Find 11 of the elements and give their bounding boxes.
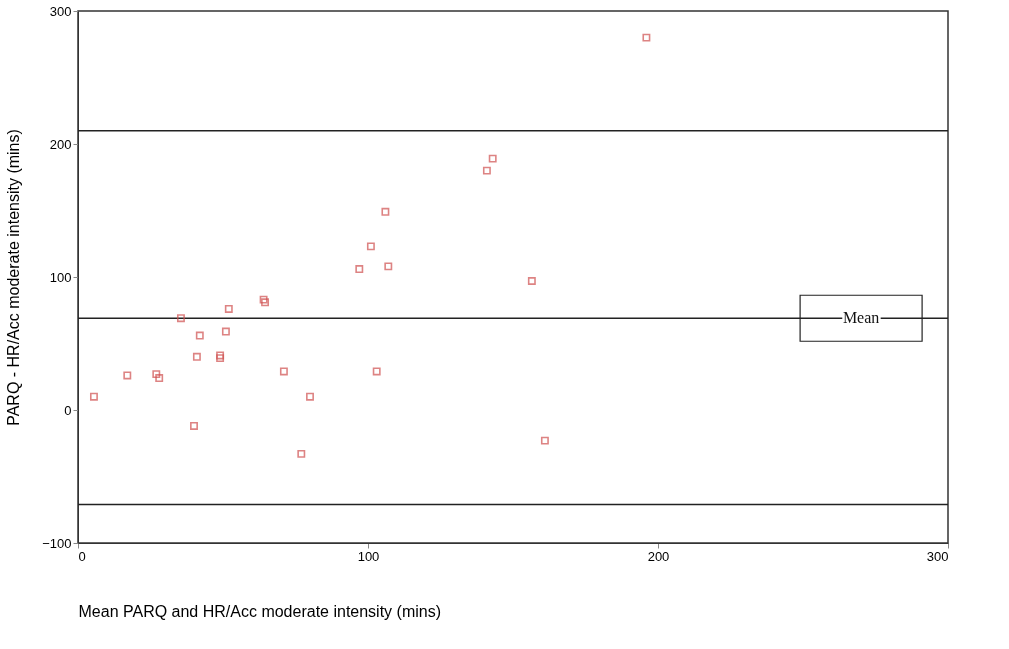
x-tick-label: 0 xyxy=(78,548,86,564)
y-axis-title: PARQ - HR/Acc moderate intensity (mins) xyxy=(5,129,23,426)
y-tick-label: 100 xyxy=(49,269,72,285)
y-tick-label: 200 xyxy=(49,136,72,152)
y-tick-label: 0 xyxy=(64,402,72,418)
x-tick-label: 100 xyxy=(357,548,380,564)
x-tick-label: 300 xyxy=(926,548,949,564)
y-tick-label: 300 xyxy=(49,3,72,19)
y-tick-label: −100 xyxy=(42,535,72,551)
x-axis-title: Mean PARQ and HR/Acc moderate intensity (mins) xyxy=(78,602,441,620)
x-tick-label: 200 xyxy=(647,548,670,564)
